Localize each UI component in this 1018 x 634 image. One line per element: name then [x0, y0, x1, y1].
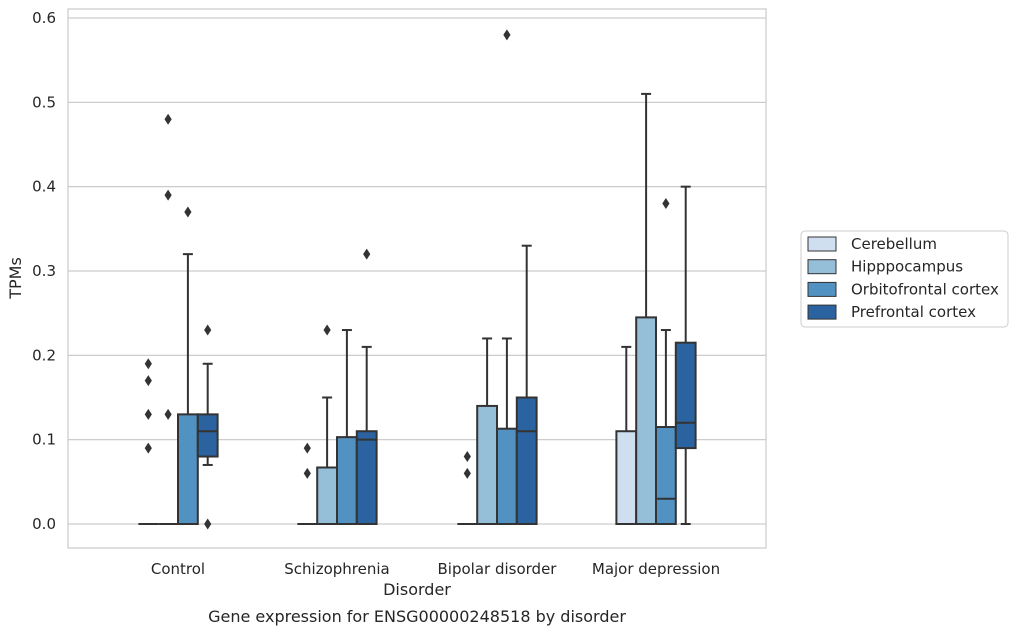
- outlier-point: [144, 442, 152, 454]
- y-tick-label: 0.3: [32, 262, 56, 280]
- box-groups: [138, 29, 697, 530]
- box-body: [336, 436, 358, 525]
- outlier-point: [662, 198, 670, 210]
- box-body: [476, 404, 499, 525]
- outlier-point: [503, 29, 511, 41]
- box-cerebellum: [457, 451, 478, 525]
- box-body: [515, 396, 538, 525]
- outlier-point: [164, 189, 172, 201]
- y-tick-label: 0.0: [32, 515, 56, 533]
- outlier-point: [463, 451, 471, 463]
- y-tick-label: 0.4: [32, 178, 56, 196]
- x-tick-label: Control: [151, 560, 205, 578]
- y-tick-label: 0.5: [32, 93, 56, 111]
- outlier-point: [164, 408, 172, 420]
- y-axis-title: TPMs: [6, 257, 25, 300]
- x-tick-label: Bipolar disorder: [438, 560, 558, 578]
- box-orbitofrontal-cortex: [177, 206, 199, 525]
- box-hipppocampus: [635, 92, 658, 525]
- x-tick-labels: Control Schizophrenia Bipolar disorder Majo…: [151, 560, 720, 578]
- box-prefrontal-cortex: [515, 244, 538, 525]
- box-prefrontal-cortex: [674, 185, 697, 525]
- box-prefrontal-cortex: [196, 324, 219, 530]
- outlier-point: [164, 113, 172, 125]
- legend-label: Cerebellum: [851, 235, 937, 253]
- outlier-point: [204, 324, 212, 336]
- figure-caption: Gene expression for ENSG00000248518 by d…: [208, 607, 626, 626]
- y-tick-label: 0.2: [32, 346, 56, 364]
- legend-swatch: [807, 259, 837, 275]
- box-body: [655, 426, 677, 525]
- legend-label: Hipppocampus: [851, 258, 963, 276]
- legend-label: Orbitofrontal cortex: [851, 280, 999, 298]
- y-tick-labels: 0.0 0.1 0.2 0.3 0.4 0.5 0.6: [32, 9, 56, 533]
- x-axis-title: Disorder: [383, 580, 451, 599]
- box-body: [635, 316, 658, 525]
- outlier-point: [463, 467, 471, 479]
- box-orbitofrontal-cortex: [496, 29, 518, 526]
- box-cerebellum: [615, 345, 638, 526]
- outlier-point: [144, 375, 152, 387]
- box-prefrontal-cortex: [355, 248, 378, 526]
- legend-label: Prefrontal cortex: [851, 303, 976, 321]
- outlier-point: [144, 408, 152, 420]
- outlier-point: [303, 442, 311, 454]
- outlier-point: [323, 324, 331, 336]
- outlier-point: [144, 358, 152, 370]
- box-hipppocampus: [476, 337, 499, 525]
- box-body: [674, 341, 697, 450]
- legend: Cerebellum Hipppocampus Orbitofrontal cort…: [800, 230, 1009, 328]
- y-tick-label: 0.1: [32, 431, 56, 449]
- box-hipppocampus: [316, 324, 339, 526]
- legend-swatch: [807, 236, 837, 252]
- box-body: [355, 430, 378, 526]
- outlier-point: [184, 206, 192, 218]
- outlier-point: [303, 467, 311, 479]
- box-body: [615, 430, 638, 526]
- box-orbitofrontal-cortex: [336, 329, 358, 525]
- y-tick-label: 0.6: [32, 9, 56, 27]
- box-body: [496, 427, 518, 526]
- outlier-point: [363, 248, 371, 260]
- plot-frame: [67, 8, 767, 549]
- box-body: [316, 466, 339, 526]
- box-cerebellum: [138, 358, 159, 525]
- x-tick-label: Major depression: [592, 560, 720, 578]
- legend-swatch: [807, 281, 837, 297]
- legend-frame: [800, 230, 1009, 328]
- box-body: [177, 413, 199, 525]
- outlier-point: [204, 518, 212, 530]
- box-cerebellum: [297, 442, 318, 525]
- box-body: [196, 413, 219, 458]
- box-hipppocampus: [158, 113, 178, 525]
- legend-swatch: [807, 304, 837, 320]
- box-orbitofrontal-cortex: [655, 198, 677, 525]
- x-tick-label: Schizophrenia: [284, 560, 389, 578]
